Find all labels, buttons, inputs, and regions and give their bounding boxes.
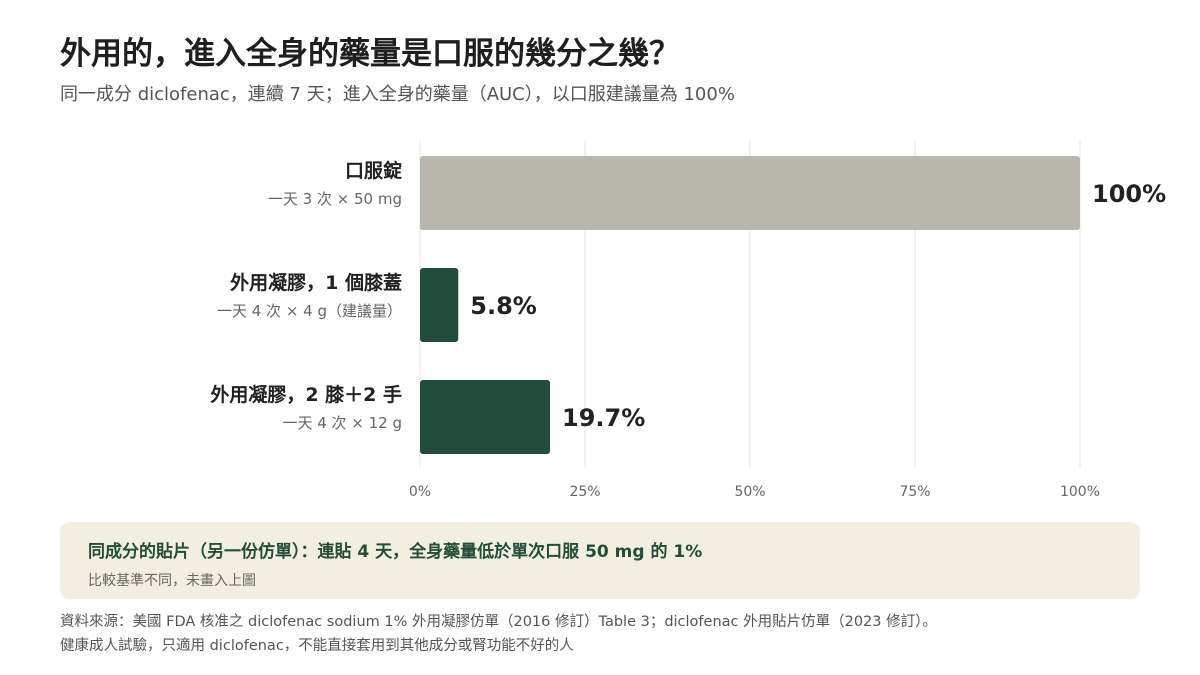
chart-subtitle: 同一成分 diclofenac，連續 7 天；進入全身的藥量（AUC），以口服建… [60, 84, 735, 105]
patch-note-title: 同成分的貼片（另一份仿單）：連貼 4 天，全身藥量低於單次口服 50 mg 的 … [88, 542, 703, 562]
bar [420, 380, 551, 454]
x-tick-label: 75% [899, 484, 930, 500]
category-sublabel: 一天 4 次 × 12 g [282, 414, 402, 432]
x-tick-label: 0% [409, 484, 431, 500]
data-label: 100% [1092, 180, 1166, 208]
x-tick-label: 100% [1060, 484, 1100, 500]
bar [420, 156, 1080, 230]
category-sublabel: 一天 3 次 × 50 mg [268, 190, 402, 208]
data-label: 19.7% [562, 404, 645, 432]
source-line-1: 資料來源：美國 FDA 核准之 diclofenac sodium 1% 外用凝… [60, 614, 937, 630]
x-tick-label: 25% [569, 484, 600, 500]
patch-note-subtitle: 比較基準不同，未畫入上圖 [88, 573, 256, 589]
category-label: 外用凝膠，2 膝＋2 手 [210, 383, 402, 406]
category-label: 外用凝膠，1 個膝蓋 [230, 271, 402, 294]
bar [420, 268, 459, 342]
x-tick-label: 50% [734, 484, 765, 500]
category-sublabel: 一天 4 次 × 4 g（建議量） [217, 302, 402, 320]
patch-note-box: 同成分的貼片（另一份仿單）：連貼 4 天，全身藥量低於單次口服 50 mg 的 … [60, 522, 1140, 599]
data-label: 5.8% [470, 292, 537, 320]
source-footnote: 資料來源：美國 FDA 核准之 diclofenac sodium 1% 外用凝… [60, 610, 937, 658]
category-label: 口服錠 [345, 159, 402, 182]
source-line-2: 健康成人試驗，只適用 diclofenac，不能直接套用到其他成分或腎功能不好的… [60, 638, 574, 654]
chart-title: 外用的，進入全身的藥量是口服的幾分之幾？ [60, 36, 680, 72]
